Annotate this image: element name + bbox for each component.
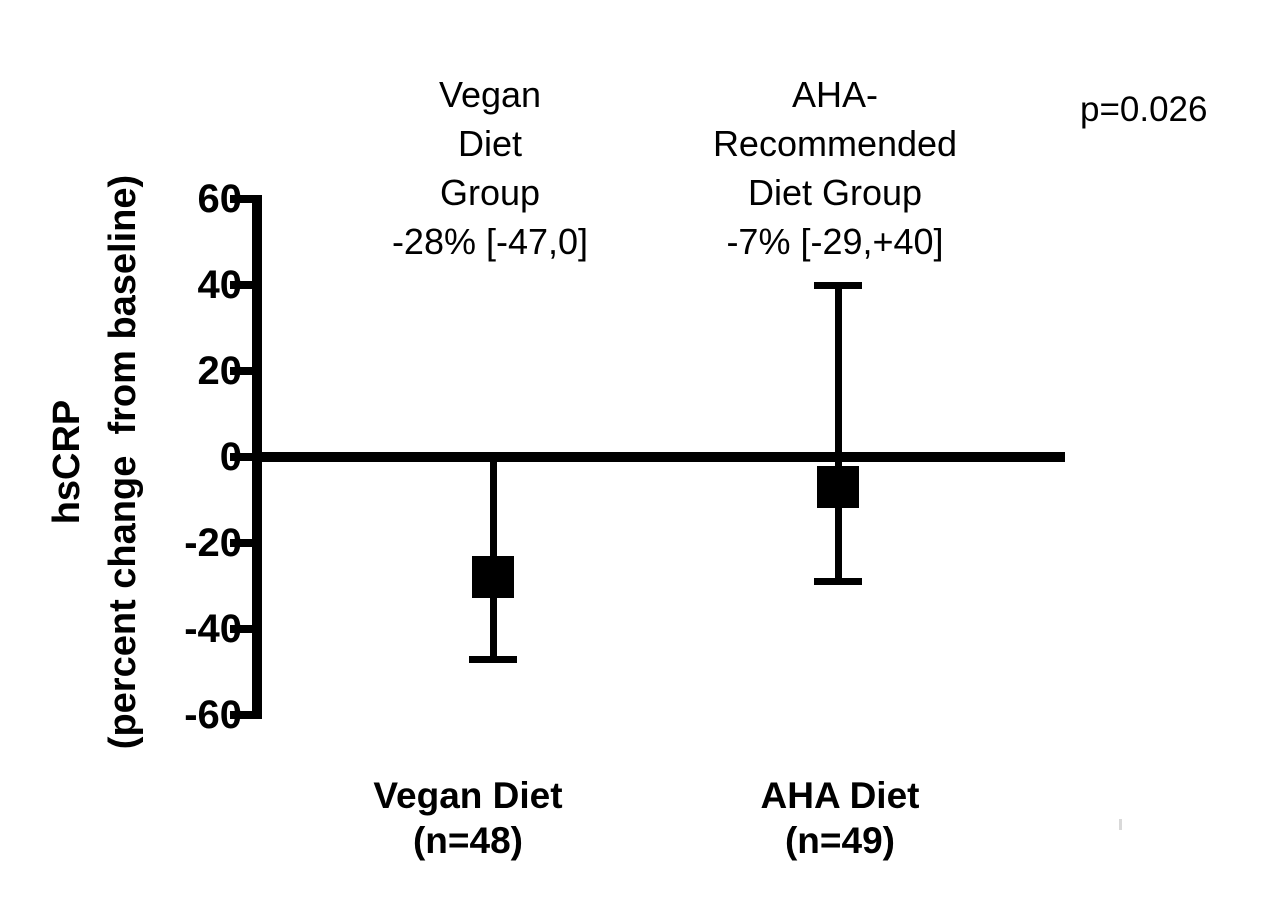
- zero-baseline: [252, 452, 1065, 462]
- p-value-annotation: p=0.026: [1080, 90, 1208, 129]
- error-bar-whisker-aha: [834, 285, 842, 582]
- vegan-group-line1: Vegan: [438, 74, 542, 115]
- y-tick-mark: [230, 625, 257, 633]
- vegan-group-annotation: Vegan Diet Group -28% [-47,0]: [340, 70, 640, 266]
- aha-group-line2: Recommended: [712, 123, 958, 164]
- y-tick-mark: [230, 453, 257, 461]
- y-tick-mark: [230, 195, 257, 203]
- y-tick-label: 40: [197, 263, 243, 307]
- x-label-aha-n: (n=49): [784, 820, 895, 861]
- y-tick-mark: [230, 539, 257, 547]
- aha-group-line1: AHA-: [791, 74, 878, 115]
- error-bar-cap-bottom-aha: [814, 578, 862, 586]
- y-tick-mark: [230, 281, 257, 289]
- y-tick-label: 0: [219, 435, 242, 479]
- error-bar-cap-top-aha: [814, 281, 862, 289]
- y-tick-label: -20: [184, 521, 242, 565]
- aha-group-summary: -7% [-29,+40]: [726, 221, 944, 262]
- x-label-vegan: Vegan Diet (n=48): [318, 773, 618, 863]
- vegan-group-line3: Group: [439, 172, 541, 213]
- x-label-aha: AHA Diet (n=49): [690, 773, 990, 863]
- y-tick-label: 60: [197, 177, 243, 221]
- y-tick-mark: [230, 367, 257, 375]
- median-marker-aha: [817, 466, 859, 509]
- median-marker-vegan: [472, 556, 514, 599]
- y-tick-label: -40: [184, 607, 242, 651]
- vegan-group-line2: Diet: [457, 123, 523, 164]
- stray-artifact: [1119, 819, 1122, 830]
- x-label-vegan-name: Vegan Diet: [373, 775, 563, 816]
- x-label-vegan-n: (n=48): [412, 820, 523, 861]
- error-bar-cap-bottom-vegan: [469, 655, 517, 663]
- vegan-group-summary: -28% [-47,0]: [391, 221, 589, 262]
- y-tick-label: 20: [197, 349, 243, 393]
- aha-group-annotation: AHA- Recommended Diet Group -7% [-29,+40…: [635, 70, 1035, 266]
- error-bar-cap-top-vegan: [469, 453, 517, 461]
- aha-group-line3: Diet Group: [747, 172, 923, 213]
- y-tick-mark: [230, 711, 257, 719]
- y-tick-label: -60: [184, 693, 242, 737]
- x-label-aha-name: AHA Diet: [760, 775, 920, 816]
